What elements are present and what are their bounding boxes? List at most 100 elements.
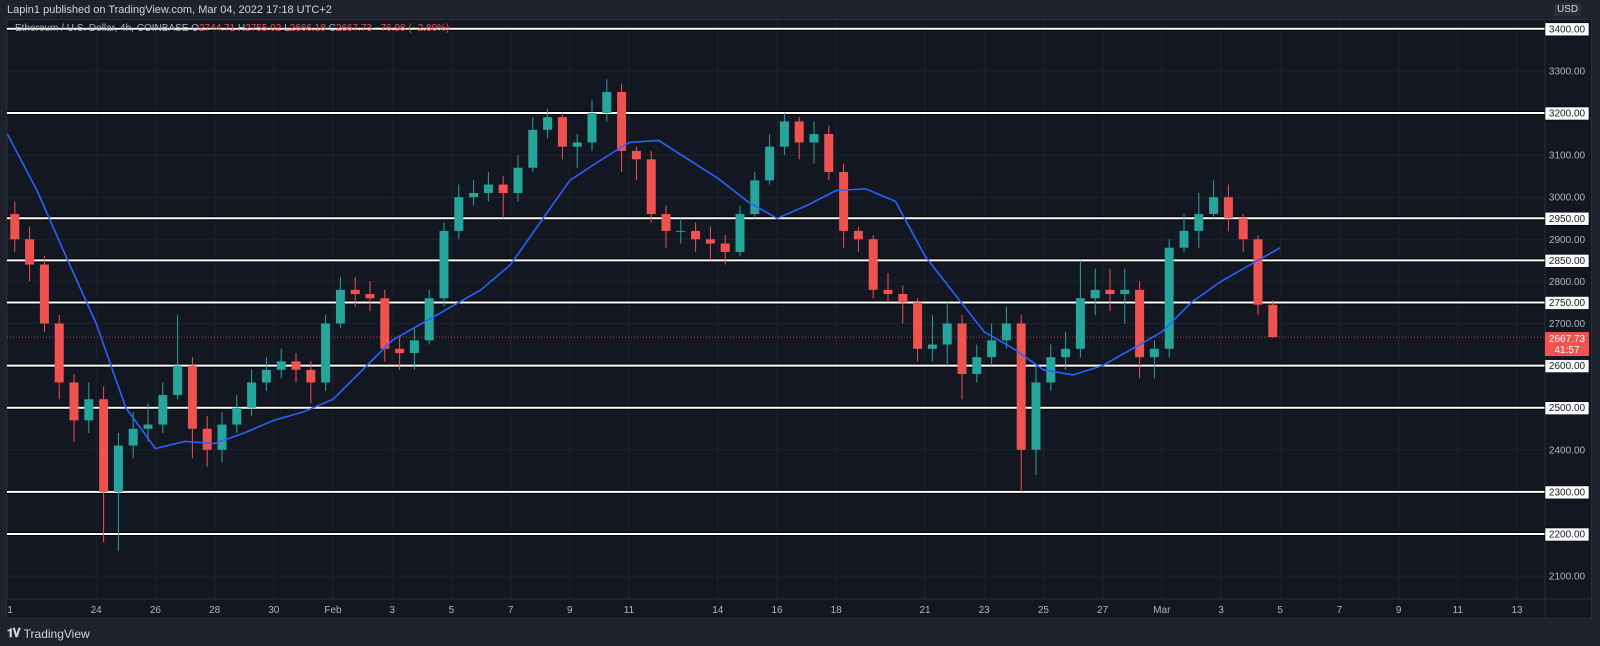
candle-body-down [350,289,360,295]
candle-body-up [1194,214,1204,231]
time-tick-label: Mar [1153,605,1171,616]
candle-body-down [39,264,49,324]
candle-body-up [128,428,138,446]
candle-body-up [247,382,257,408]
level-price-box [1544,527,1590,542]
time-tick-label: 28 [209,605,221,616]
level-price-box [1544,211,1590,226]
currency-badge[interactable]: USD [1554,3,1582,16]
time-tick-label: 13 [1511,605,1523,616]
candle-body-up [1090,289,1100,299]
candle-body-up [543,117,553,130]
candle-body-up [276,361,286,370]
candle-body-up [1046,357,1056,383]
candle-body-down [69,382,79,421]
candle-body-down [365,294,375,299]
time-tick-label: 30 [268,605,280,616]
bar-countdown: 41:57 [1554,345,1579,356]
brand-name: TradingView [23,626,90,641]
chart-frame[interactable] [6,19,1592,619]
open-value: 2744.71 [198,23,236,34]
candle-body-up [513,167,523,193]
candle-body-down [1268,304,1278,338]
candle-body-down [1223,197,1233,219]
level-price-label: 2950.00 [1549,214,1586,225]
candle-body-up [1031,382,1041,450]
candle-body-up [809,134,819,143]
level-price-box [1544,485,1590,500]
time-tick-label: 25 [1038,605,1050,616]
candle-body-up [483,184,493,193]
candle-body-up [158,395,168,425]
candle-body-up [84,399,94,421]
time-tick-label: 5 [449,605,455,616]
time-tick-label: 9 [567,605,573,616]
footer: 𝟏𝐕 TradingView [7,626,90,641]
candle-body-down [306,369,316,383]
candles [10,79,1278,551]
candle-body-up [1179,230,1189,248]
candle-body-down [557,117,567,147]
candle-body-up [765,146,775,181]
candle-body-down [868,239,878,290]
candle-body-down [1253,239,1263,305]
level-price-label: 2200.00 [1549,530,1586,541]
candle-body-down [646,159,656,215]
time-tick-label: 16 [771,605,783,616]
candle-body-down [898,294,908,303]
change-value: −76.98 (−2.80%) [374,23,450,34]
candle-body-up [454,197,464,231]
candle-body-up [439,230,449,299]
close-label: C [328,23,336,34]
price-tick-label: 2900.00 [1549,235,1586,246]
candle-body-down [705,239,715,244]
candle-body-down [661,214,671,231]
time-tick-label: 11 [624,605,635,616]
candle-body-up [750,180,760,215]
time-tick-label: 27 [1097,605,1109,616]
candle-body-up [469,192,479,198]
candle-body-down [631,150,641,160]
time-tick-label: 14 [712,605,724,616]
time-tick-label: Feb [324,605,342,616]
candle-body-down [853,230,863,240]
level-price-label: 2300.00 [1549,487,1586,498]
high-label: H [237,23,246,34]
candle-body-up [1209,197,1219,215]
level-price-label: 3200.00 [1549,109,1586,120]
moving-average [7,133,1281,450]
level-price-box [1544,359,1590,373]
candle-body-up [602,91,612,113]
time-tick-label: 21 [919,605,931,616]
candle-body-up [528,129,538,168]
price-axis[interactable]: 3300.00 3100.00 3000.00 2900.00 2800.00 2700.… [1544,20,1590,618]
candle-body-down [720,243,730,252]
moving-average-line [7,133,1281,450]
candle-body-down [1016,323,1026,450]
time-axis[interactable]: 1 24 26 28 30 Feb 3 5 7 9 11 14 16 18 21 23 25 27 Mar 3 5 7 9 1… [7,598,1591,616]
price-tick-label: 3100.00 [1549,151,1586,162]
candle-body-up [942,323,952,345]
candle-body-up [735,214,745,252]
grid [6,20,1545,599]
last-price-tag [1545,332,1589,357]
candle-body-up [143,424,153,429]
candle-body-down [291,361,301,370]
last-price-value: 2667.73 [1549,334,1586,345]
price-tick-label: 2700.00 [1549,319,1586,330]
horizontal-levels[interactable] [7,26,1545,536]
candle-body-up [779,121,789,147]
symbol-legend: Ethereum / U.S. Dollar, 4h, COINBASE O27… [15,23,449,34]
level-price-label: 2500.00 [1549,403,1586,414]
candle-body-down [617,91,627,151]
time-tick-label: 3 [1218,605,1224,616]
candle-body-up [587,113,597,143]
close-value: 2667.73 [335,23,372,34]
candle-body-down [54,323,64,383]
candle-body-down [10,214,20,240]
candle-body-up [1001,323,1011,341]
high-value: 2755.02 [245,23,282,34]
candle-body-up [409,340,419,353]
candle-body-down [913,302,923,349]
